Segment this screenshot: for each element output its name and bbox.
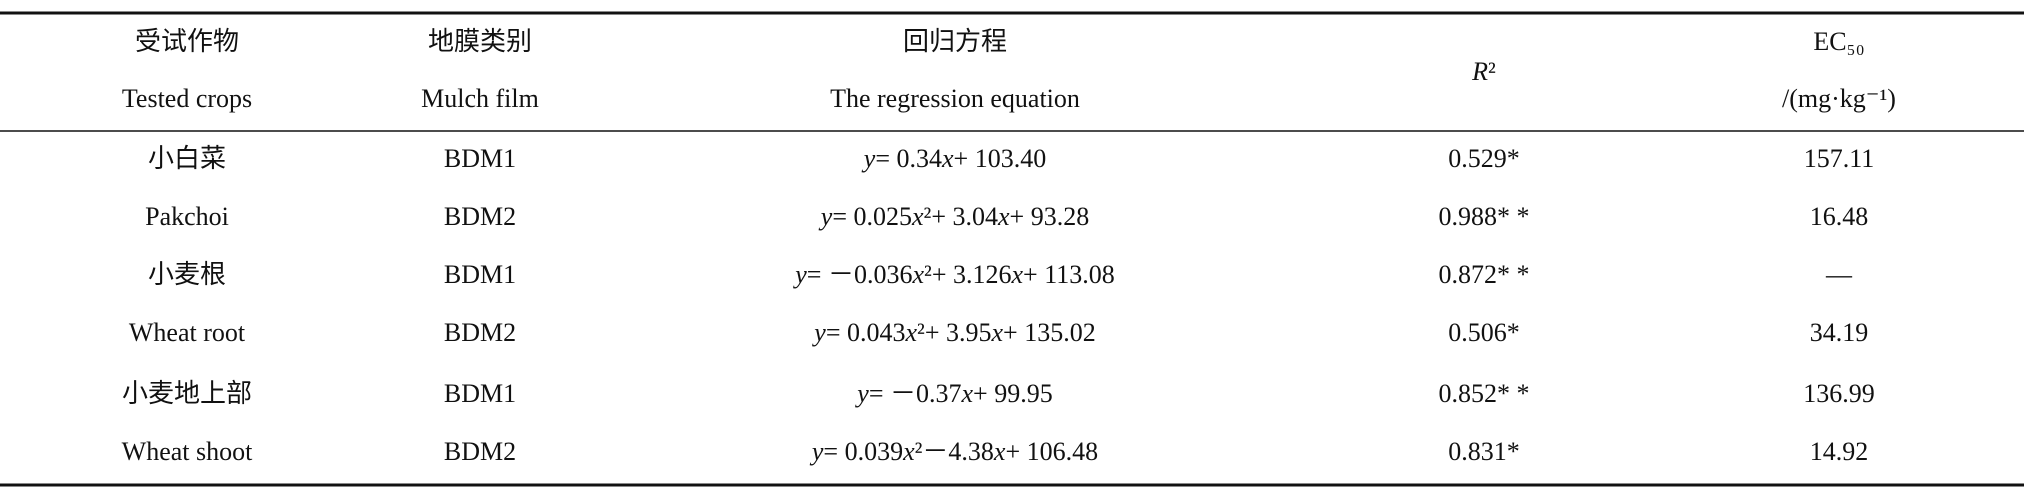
table-cell: 0.506* [1448, 318, 1520, 347]
table-cell: 0.988* * [1439, 202, 1530, 231]
header-cell: R² [1471, 57, 1496, 86]
table-cell: Pakchoi [145, 202, 229, 231]
table-cell: BDM2 [444, 318, 516, 347]
table-cell: BDM1 [444, 144, 516, 173]
equation-cell: y= 0.043x²+ 3.95x+ 135.02 [811, 318, 1095, 347]
equation-cell: y= －0.036x²+ 3.126x+ 113.08 [792, 260, 1115, 289]
table-cell: — [1825, 260, 1853, 289]
table-cell: Wheat root [129, 318, 246, 347]
table-cell: 14.92 [1810, 437, 1869, 466]
equation-cell: y= 0.025x²+ 3.04x+ 93.28 [818, 202, 1089, 231]
table-cell: 小麦地上部 [122, 379, 252, 408]
header-cell: 回归方程 [903, 27, 1007, 56]
header-cell: Tested crops [122, 84, 252, 113]
header-cell: 受试作物 [135, 27, 239, 56]
table-cell: BDM1 [444, 379, 516, 408]
table-cell: 小麦根 [148, 260, 226, 289]
equation-cell: y= 0.34x+ 103.40 [861, 144, 1046, 173]
header-cell: The regression equation [830, 84, 1080, 113]
table-cell: BDM2 [444, 437, 516, 466]
table-cell: 小白菜 [148, 144, 226, 173]
equation-cell: y= －0.37x+ 99.95 [854, 379, 1052, 408]
header-cell: /(mg·kg⁻¹) [1782, 84, 1896, 113]
table-cell: Wheat shoot [122, 437, 253, 466]
table-cell: BDM2 [444, 202, 516, 231]
table-cell: 136.99 [1803, 379, 1875, 408]
table-cell: 0.872* * [1439, 260, 1530, 289]
table-cell: 0.831* [1448, 437, 1520, 466]
table-cell: 16.48 [1810, 202, 1869, 231]
header-cell: Mulch film [421, 84, 539, 113]
table-cell: BDM1 [444, 260, 516, 289]
equation-cell: y= 0.039x²－4.38x+ 106.48 [809, 437, 1098, 466]
header-cell: 地膜类别 [428, 27, 532, 56]
table-cell: 0.852* * [1439, 379, 1530, 408]
table-cell: 157.11 [1804, 144, 1875, 173]
table-cell: 34.19 [1810, 318, 1869, 347]
table-cell: 0.529* [1448, 144, 1520, 173]
header-cell: EC₅₀ [1813, 27, 1864, 56]
